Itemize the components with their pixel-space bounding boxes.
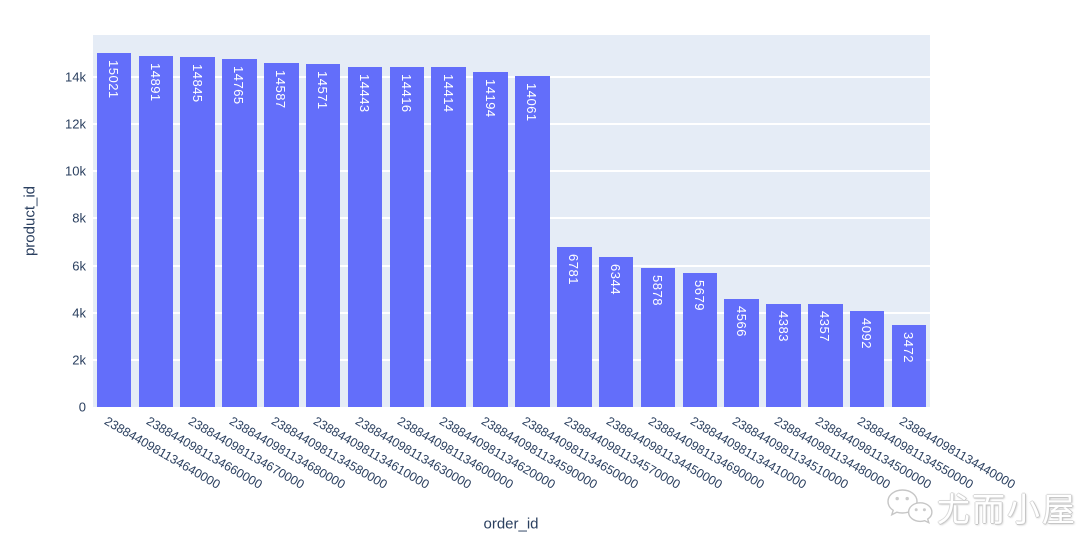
y-tick-label: 10k: [65, 163, 86, 179]
x-axis-title: order_id: [483, 515, 539, 533]
bar: 5878: [640, 268, 676, 407]
y-axis-title: product_id: [21, 185, 39, 257]
bar-value-label: 14891: [147, 63, 163, 102]
bar: 6781: [557, 247, 592, 407]
bar-value-label: 15021: [105, 59, 121, 99]
bar: 4092: [849, 310, 885, 407]
y-tick-label: 12k: [65, 116, 86, 132]
y-tick-label: 2k: [72, 352, 86, 368]
bar: 3472: [891, 325, 927, 407]
y-tick-label: 6k: [72, 258, 86, 274]
y-gridline: [93, 358, 930, 361]
y-gridline: [93, 170, 930, 173]
bar-value-label: 14443: [357, 73, 373, 113]
y-gridline: [93, 217, 930, 220]
y-gridline: [93, 311, 930, 314]
bar: 15021: [96, 52, 132, 407]
bar: 6344: [598, 257, 634, 407]
bar-value-label: 4357: [817, 311, 833, 343]
plot-area: 15021 14891 14845 14765 14587 14571 14443 14416…: [93, 35, 930, 407]
bar: 4566: [724, 299, 759, 407]
bar-value-label: 4383: [775, 310, 791, 342]
watermark-text: 尤而小屋: [937, 490, 1077, 528]
bar: 14891: [138, 56, 174, 407]
bar-value-label: 14414: [440, 74, 456, 113]
bar-value-label: 6344: [608, 264, 624, 296]
bar-value-label: 14194: [482, 79, 498, 119]
bar: 14416: [389, 67, 425, 407]
bar-value-label: 4092: [859, 317, 875, 349]
bar-value-label: 5878: [649, 275, 665, 307]
bar-value-label: 14061: [524, 82, 540, 122]
y-tick-label: 0: [78, 399, 86, 415]
bar-value-label: 6781: [566, 254, 582, 286]
y-tick-label: 14k: [65, 69, 86, 85]
y-gridline: [93, 76, 930, 79]
bar: 14845: [180, 57, 215, 407]
bar-value-label: 14416: [398, 74, 414, 113]
bar: 4357: [808, 304, 843, 407]
bar-value-label: 4566: [733, 306, 749, 338]
bar: 5679: [682, 273, 718, 407]
bar-value-label: 14765: [231, 65, 247, 105]
y-tick-label: 4k: [72, 305, 86, 321]
y-gridline: [93, 264, 930, 267]
bar: 4383: [766, 303, 801, 407]
watermark: 尤而小屋: [886, 488, 1077, 530]
bar: 14414: [431, 67, 466, 407]
y-tick-label: 8k: [72, 210, 86, 226]
bar-value-label: 14845: [189, 64, 205, 103]
bar: 14194: [473, 72, 508, 407]
bar-value-label: 14571: [315, 70, 331, 110]
bar: 14587: [264, 63, 299, 407]
y-gridline: [93, 123, 930, 126]
bar: 14571: [305, 63, 341, 407]
bar-value-label: 14587: [273, 70, 289, 109]
wechat-icon: [887, 489, 933, 525]
bar: 14061: [515, 75, 550, 407]
bar: 14443: [347, 66, 383, 407]
bar-value-label: 5679: [691, 280, 707, 312]
bar: 14765: [222, 58, 257, 407]
bar-value-label: 3472: [901, 332, 917, 364]
